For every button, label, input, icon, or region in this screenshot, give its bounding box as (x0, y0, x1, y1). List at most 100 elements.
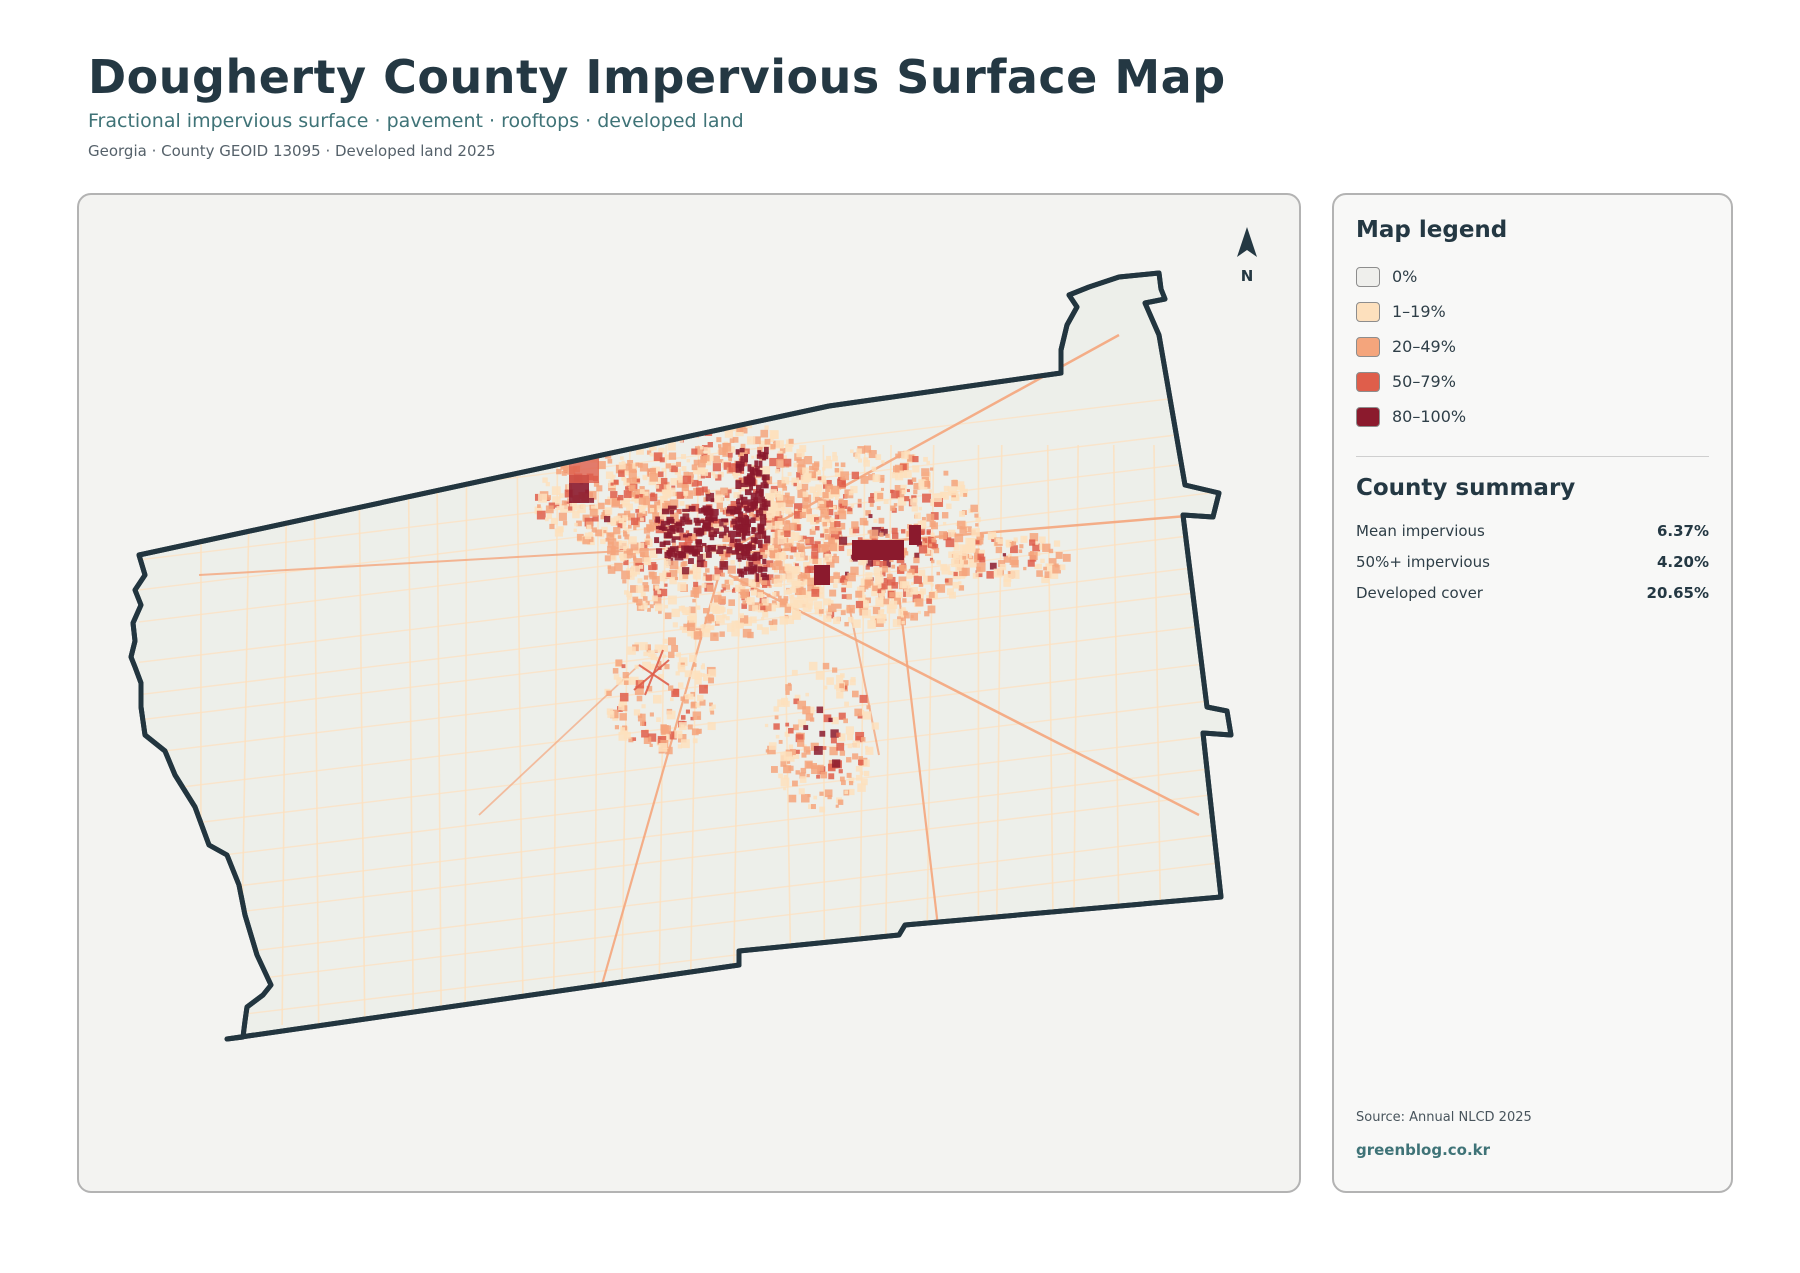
impervious-cell (721, 418, 728, 425)
impervious-cell (849, 558, 853, 563)
impervious-cell (923, 456, 928, 462)
impervious-cell (668, 731, 677, 740)
impervious-cell (809, 465, 814, 471)
impervious-cell (660, 477, 668, 485)
impervious-cell (612, 474, 616, 478)
impervious-cell (697, 459, 706, 468)
impervious-cell (755, 491, 763, 500)
impervious-cell (726, 509, 733, 514)
impervious-cell (705, 492, 715, 502)
legend-list: 0% 1–19% 20–49% 50–79% 80–100% (1356, 259, 1709, 434)
impervious-cell (801, 752, 807, 758)
impervious-cell (624, 470, 630, 476)
impervious-cell (677, 664, 686, 673)
map-canvas[interactable]: N (79, 195, 1301, 1193)
impervious-cell (788, 727, 794, 734)
impervious-cell (664, 604, 669, 609)
impervious-cell (922, 472, 931, 481)
impervious-cell (764, 425, 769, 430)
impervious-cell (955, 481, 965, 490)
map-panel[interactable]: N (77, 193, 1301, 1193)
impervious-cell (652, 595, 658, 602)
credit-link[interactable]: greenblog.co.kr (1356, 1141, 1491, 1159)
impervious-cell (707, 721, 716, 731)
impervious-cell (896, 490, 905, 499)
impervious-cell (740, 443, 746, 449)
impervious-cell (620, 557, 625, 562)
impervious-cell (852, 690, 859, 698)
impervious-cell (574, 522, 578, 527)
impervious-cell (963, 493, 967, 497)
impervious-cell (677, 744, 682, 749)
impervious-cell (902, 598, 907, 603)
impervious-cell (794, 563, 799, 568)
impervious-cell (862, 759, 870, 767)
impervious-cell (752, 513, 760, 521)
impervious-cell (536, 510, 546, 520)
impervious-cell (680, 724, 685, 729)
impervious-cell (686, 458, 691, 463)
impervious-cell (735, 463, 742, 473)
impervious-cell (740, 571, 745, 578)
impervious-cell (743, 531, 751, 536)
impervious-cell (779, 552, 787, 561)
impervious-cell (587, 490, 597, 500)
impervious-cell (679, 626, 684, 630)
impervious-cell (848, 780, 854, 786)
impervious-cell (951, 558, 960, 568)
impervious-cell (1023, 566, 1027, 571)
impervious-cell (556, 468, 562, 475)
impervious-cell (910, 581, 915, 586)
impervious-cell (607, 533, 611, 537)
impervious-cell (783, 700, 790, 707)
impervious-cell (827, 508, 834, 516)
impervious-cell (962, 555, 967, 560)
impervious-cell (705, 568, 710, 573)
impervious-cell (822, 746, 827, 750)
impervious-cell (692, 551, 700, 555)
impervious-cell (830, 729, 839, 738)
impervious-cell (742, 555, 747, 561)
impervious-cell (834, 496, 839, 501)
impervious-cell (811, 551, 819, 559)
impervious-cell (844, 701, 849, 707)
impervious-cell (819, 503, 826, 511)
impervious-cell (747, 499, 753, 507)
impervious-cell (697, 716, 701, 720)
impervious-cell (839, 683, 845, 689)
impervious-cell (561, 500, 567, 506)
impervious-cell (782, 486, 788, 491)
impervious-cell (689, 654, 697, 663)
impervious-cell (688, 558, 694, 564)
impervious-cell (746, 556, 753, 561)
impervious-cell (846, 733, 854, 741)
impervious-cell (610, 547, 619, 556)
impervious-cell (895, 472, 904, 481)
impervious-cell (901, 529, 906, 534)
impervious-cell (769, 623, 778, 631)
impervious-cell (929, 543, 933, 547)
impervious-cell (762, 452, 769, 460)
impervious-cell (829, 746, 838, 756)
impervious-cell (761, 616, 765, 621)
impervious-cell (774, 520, 783, 529)
impervious-cell (824, 598, 832, 606)
county-outline (128, 270, 1234, 1042)
impervious-cell (639, 642, 648, 651)
impervious-cell (899, 581, 907, 589)
stat-row-mean: Mean impervious 6.37% (1356, 515, 1709, 546)
impervious-cell (784, 530, 791, 537)
impervious-cell (628, 470, 637, 479)
impervious-cell (801, 601, 809, 609)
impervious-cell (795, 734, 804, 743)
impervious-cell (627, 572, 635, 580)
impervious-cell (827, 616, 832, 621)
impervious-cell (852, 753, 859, 760)
impervious-cell (633, 526, 637, 531)
impervious-cell (947, 486, 957, 496)
impervious-cell (706, 584, 714, 592)
impervious-cell (919, 530, 925, 536)
impervious-cell (759, 451, 766, 458)
impervious-cell (801, 507, 810, 516)
impervious-cell (705, 551, 712, 558)
